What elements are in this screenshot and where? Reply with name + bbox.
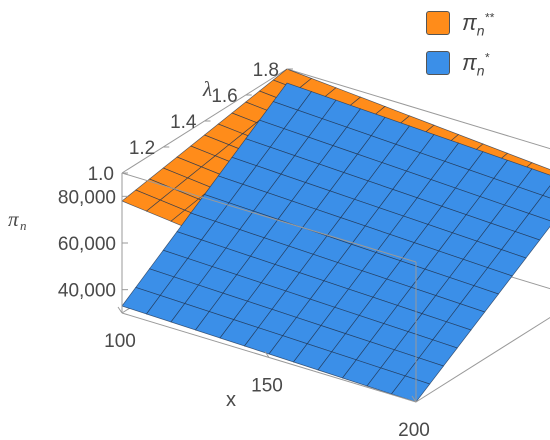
y-tick-label: 1.8 <box>253 60 279 81</box>
legend-swatch <box>426 51 450 75</box>
box-edge <box>286 68 550 150</box>
x-axis-label: x <box>226 389 236 411</box>
surface-cell <box>542 185 550 199</box>
z-tick-label: 40,000 <box>58 281 116 302</box>
y-tick-label: 1.0 <box>88 164 114 185</box>
y-tick-label: 1.2 <box>129 138 155 159</box>
y-tick-label: 1.6 <box>211 86 237 107</box>
axis-ticks: 40,000 60,000 80,000 100 150 200 1.0 1.2 1.4 1.6 1… <box>58 60 430 440</box>
x-tick-label: 100 <box>104 331 136 352</box>
x-tick-label: 200 <box>398 420 430 440</box>
legend-swatch <box>426 11 450 35</box>
x-tick-mark <box>264 351 270 358</box>
z-axis-label: π <box>8 207 19 231</box>
axis-labels: π n x λ <box>8 77 236 411</box>
box-edge <box>121 172 417 263</box>
legend: πn** πn* <box>426 4 544 84</box>
x-tick-label: 150 <box>251 376 283 397</box>
surfaces <box>121 68 550 403</box>
surface-pi-n-star <box>121 82 550 403</box>
x-tick-mark <box>117 306 123 314</box>
legend-entry: πn** <box>426 4 544 44</box>
z-tick-label: 60,000 <box>58 234 116 255</box>
x-tick-mark <box>411 395 417 403</box>
legend-entry: πn* <box>426 44 544 84</box>
legend-label: πn* <box>462 50 490 79</box>
legend-label: πn** <box>462 10 494 39</box>
y-axis-label: λ <box>202 77 212 101</box>
y-tick-label: 1.4 <box>170 112 197 133</box>
z-tick-label: 80,000 <box>58 187 116 208</box>
box-edge <box>415 316 550 403</box>
z-axis-label-subscript: n <box>20 218 27 233</box>
